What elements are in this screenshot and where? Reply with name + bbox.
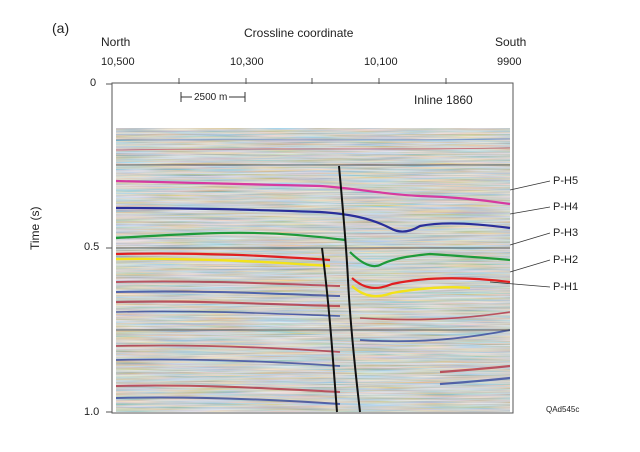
inline-label: Inline 1860 <box>414 93 473 107</box>
fault-line <box>321 247 338 413</box>
direction-south: South <box>495 35 527 49</box>
label-leader <box>509 206 551 215</box>
horizon-p-h2 <box>115 252 511 290</box>
scale-bar-label: 2500 m <box>192 92 230 103</box>
horizon-label-p-h5: P-H5 <box>553 175 579 187</box>
label-leader <box>489 281 551 288</box>
fault-line <box>338 165 361 413</box>
panel-label: (a) <box>52 20 70 36</box>
horizon-label-p-h2: P-H2 <box>553 254 579 266</box>
seismic-data <box>116 128 510 412</box>
y-tick-label: 0 <box>90 77 97 89</box>
x-tick-label: 9900 <box>497 56 522 68</box>
horizon-p-h1 <box>115 257 471 298</box>
direction-north: North <box>101 35 131 49</box>
x-tick-label: 10,500 <box>101 56 135 68</box>
horizon-label-p-h1: P-H1 <box>553 281 579 293</box>
horizon-p-h3 <box>115 231 511 268</box>
x-tick-label: 10,300 <box>230 56 264 68</box>
x-axis-title: Crossline coordinate <box>244 26 354 40</box>
horizon-p-h5 <box>115 179 511 206</box>
y-tick-label: 0.5 <box>84 241 100 253</box>
y-tick-label: 1.0 <box>84 406 100 418</box>
figure-code: QAd545c <box>546 405 580 414</box>
horizon-label-p-h3: P-H3 <box>553 227 579 239</box>
horizon-label-p-h4: P-H4 <box>553 201 579 213</box>
horizon-p-h4 <box>115 206 511 233</box>
label-leader <box>509 259 551 273</box>
label-leader <box>509 180 551 191</box>
label-leader <box>509 232 551 246</box>
x-tick-label: 10,100 <box>364 56 398 68</box>
